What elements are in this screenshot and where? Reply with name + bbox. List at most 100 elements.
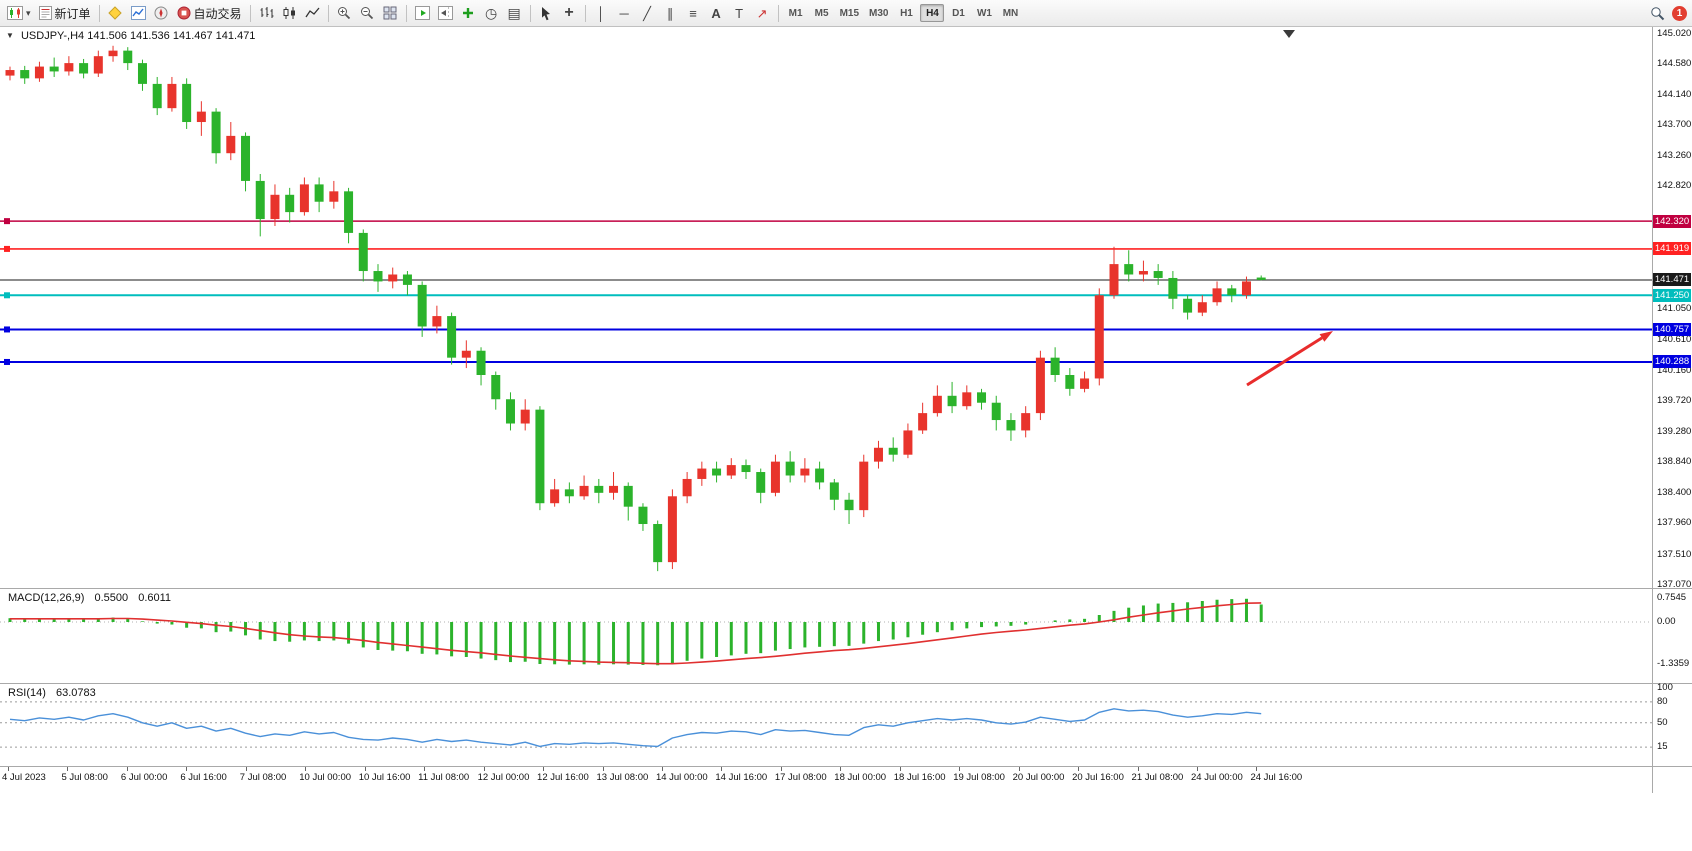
label-icon: T xyxy=(735,5,744,21)
timeframe-m5[interactable]: M5 xyxy=(810,4,834,22)
autoscroll-button[interactable] xyxy=(411,2,434,24)
notification-badge[interactable]: 1 xyxy=(1672,5,1687,21)
channel-button[interactable]: ∥ xyxy=(659,2,682,24)
new-order-button[interactable]: 新订单 xyxy=(35,2,95,24)
tile-windows-icon xyxy=(383,6,397,20)
timeframe-m15[interactable]: M15 xyxy=(836,4,863,22)
timeframe-m30[interactable]: M30 xyxy=(865,4,892,22)
candle xyxy=(329,191,339,202)
price-axis-label: 137.960 xyxy=(1657,517,1692,529)
new-chart-button[interactable]: ▾ xyxy=(3,2,35,24)
time-tick xyxy=(780,767,782,771)
vertical-line-button[interactable]: │ xyxy=(590,2,613,24)
label-button[interactable]: T xyxy=(728,2,751,24)
metaeditor-button[interactable] xyxy=(104,2,127,24)
line-anchor[interactable] xyxy=(4,218,10,225)
trendline-button[interactable]: ╱ xyxy=(636,2,659,24)
add-indicator-button[interactable] xyxy=(457,2,480,24)
candle xyxy=(34,66,44,79)
candle xyxy=(491,374,501,400)
candle xyxy=(314,184,324,202)
panel-separator[interactable] xyxy=(0,766,1692,767)
clock-icon: ◷ xyxy=(484,5,498,21)
candle xyxy=(285,194,295,213)
chart-title: USDJPY-,H4 141.506 141.536 141.467 141.4… xyxy=(20,30,256,42)
text-button[interactable]: A xyxy=(705,2,728,24)
cursor-button[interactable] xyxy=(535,2,558,24)
panel-separator[interactable] xyxy=(0,683,1692,684)
arrows-button[interactable]: ↗ xyxy=(751,2,774,24)
timeframe-h4[interactable]: H4 xyxy=(920,4,945,22)
zoom-out-button[interactable] xyxy=(356,2,379,24)
trendline-icon: ╱ xyxy=(643,5,651,21)
arrows-icon: ↗ xyxy=(756,5,768,21)
time-tick xyxy=(899,767,901,771)
rsi-panel[interactable] xyxy=(0,684,1652,766)
candle xyxy=(1109,264,1119,296)
line-chart-button[interactable] xyxy=(301,2,324,24)
crosshair-button[interactable]: + xyxy=(558,2,581,24)
candle xyxy=(977,392,987,403)
line-anchor[interactable] xyxy=(4,245,10,252)
timeframe-h1[interactable]: H1 xyxy=(894,4,918,22)
line-anchor[interactable] xyxy=(4,326,10,333)
macd-panel[interactable] xyxy=(0,589,1652,683)
search-button[interactable] xyxy=(1646,2,1669,24)
candle xyxy=(594,485,604,493)
candlestick-chart-icon xyxy=(283,7,295,19)
toolbar-separator xyxy=(529,4,531,22)
candle xyxy=(726,465,736,476)
time-tick xyxy=(305,767,307,771)
bars-chart-button[interactable] xyxy=(255,2,278,24)
chevron-down-icon: ▾ xyxy=(26,7,31,18)
templates-button[interactable]: ▤ xyxy=(503,2,526,24)
price-badge: 141.471 xyxy=(1653,273,1691,287)
price-axis-border xyxy=(1652,26,1653,793)
rsi-axis-label: 15 xyxy=(1657,741,1668,753)
candlestick-chart-button[interactable] xyxy=(278,2,301,24)
collapse-arrow-icon[interactable]: ▼ xyxy=(6,31,14,40)
candle xyxy=(211,111,221,154)
horizontal-line-icon: ─ xyxy=(619,5,629,21)
candle xyxy=(388,274,398,282)
time-axis-label: 24 Jul 16:00 xyxy=(1250,772,1303,783)
chart-shift-marker[interactable] xyxy=(1283,30,1295,38)
periods-button[interactable]: ◷ xyxy=(480,2,503,24)
candle xyxy=(932,395,942,414)
panel-separator[interactable] xyxy=(0,588,1692,589)
macd-signal-value: 0.6011 xyxy=(138,592,172,604)
tile-windows-button[interactable] xyxy=(379,2,402,24)
time-axis-label: 18 Jul 16:00 xyxy=(893,772,946,783)
metaeditor-icon xyxy=(108,6,122,20)
main-price-chart[interactable] xyxy=(0,26,1652,588)
candle xyxy=(255,180,265,220)
macd-signal-line xyxy=(10,602,1262,665)
price-axis-label: 140.610 xyxy=(1657,333,1692,345)
candle xyxy=(564,489,574,497)
timeframe-w1[interactable]: W1 xyxy=(972,4,996,22)
candle xyxy=(1094,295,1104,379)
line-anchor[interactable] xyxy=(4,358,10,365)
navigator-button[interactable] xyxy=(150,2,173,24)
market-watch-button[interactable] xyxy=(127,2,150,24)
line-anchor[interactable] xyxy=(4,292,10,299)
price-axis-label: 144.580 xyxy=(1657,58,1692,70)
autotrading-button[interactable]: 自动交易 xyxy=(173,2,246,24)
horizontal-line-button[interactable]: ─ xyxy=(613,2,636,24)
timeframe-mn[interactable]: MN xyxy=(998,4,1022,22)
candle xyxy=(991,402,1001,421)
time-axis-label: 14 Jul 00:00 xyxy=(655,772,708,783)
fibonacci-button[interactable]: ≡ xyxy=(682,2,705,24)
time-tick xyxy=(840,767,842,771)
macd-name: MACD(12,26,9) xyxy=(8,592,85,604)
trend-arrow-head[interactable] xyxy=(1319,331,1333,342)
timeframe-m1[interactable]: M1 xyxy=(784,4,808,22)
zoom-in-button[interactable] xyxy=(333,2,356,24)
chart-shift-button[interactable] xyxy=(434,2,457,24)
candle xyxy=(888,447,898,455)
timeframe-d1[interactable]: D1 xyxy=(946,4,970,22)
candle xyxy=(815,468,825,483)
trend-arrow[interactable] xyxy=(1246,336,1323,387)
autotrading-label: 自动交易 xyxy=(193,6,242,21)
new-chart-icon xyxy=(7,6,23,20)
